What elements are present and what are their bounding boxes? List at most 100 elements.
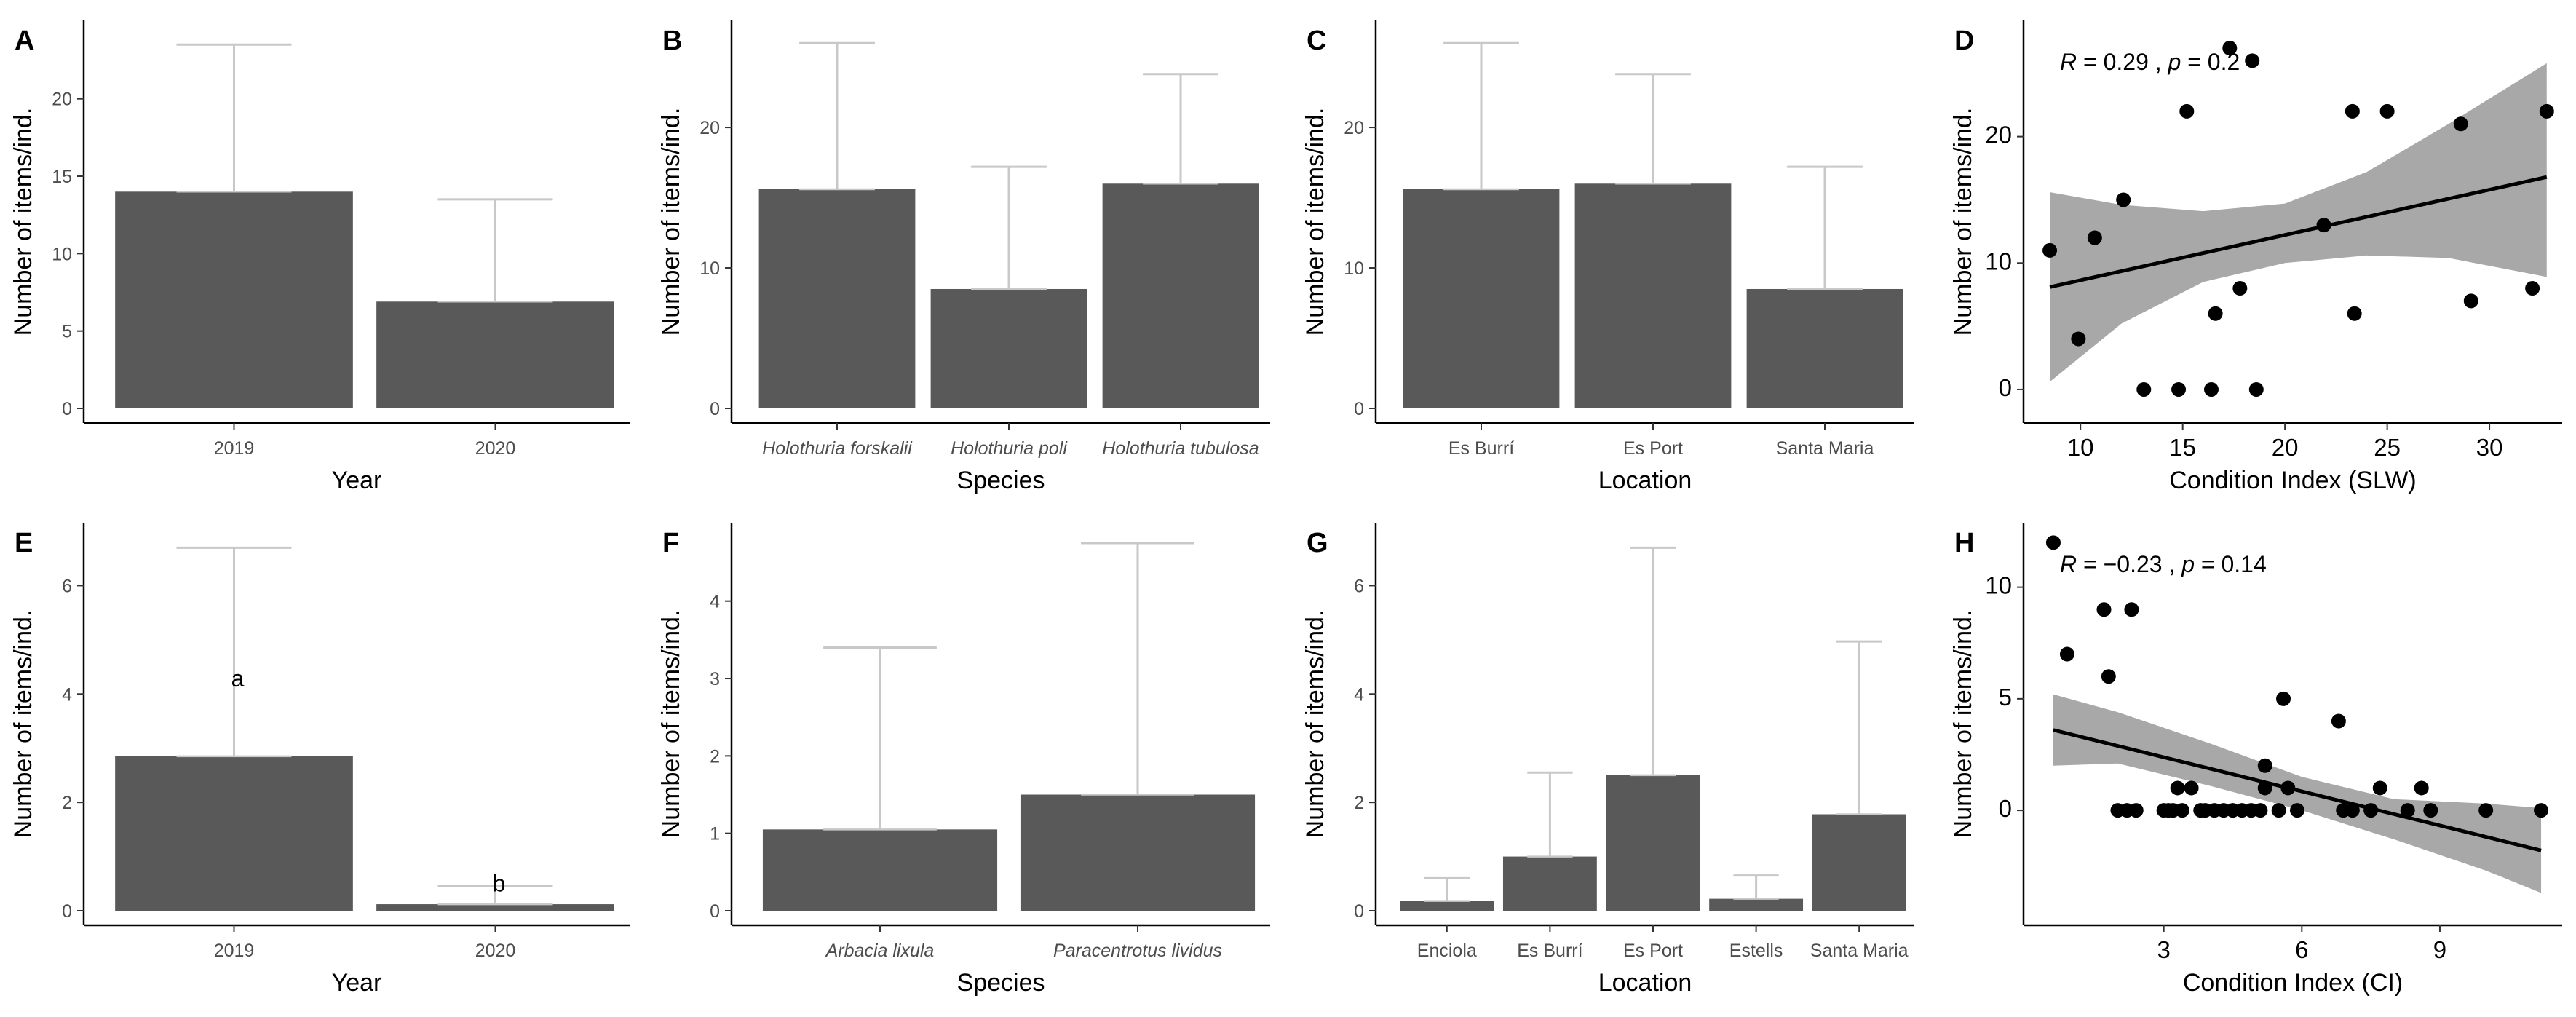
y-tick-label: 20 — [700, 118, 720, 138]
y-axis-title: Number of items/ind. — [657, 610, 685, 839]
bar — [1746, 288, 1903, 408]
data-point — [2463, 293, 2478, 309]
panel-label: H — [1954, 528, 1974, 558]
x-axis-title: Year — [332, 969, 382, 997]
x-axis-title: Species — [957, 467, 1045, 494]
y-axis-title: Number of items/ind. — [657, 108, 685, 336]
data-point — [2096, 602, 2112, 617]
annotation-part: R — [2060, 49, 2077, 75]
x-tick-label: Es Port — [1623, 438, 1683, 459]
data-point — [2174, 803, 2189, 818]
data-point — [2232, 281, 2248, 296]
panel-label: E — [15, 528, 33, 558]
bar — [376, 904, 614, 911]
data-point — [2222, 41, 2238, 56]
y-tick-label: 4 — [1354, 684, 1364, 705]
y-tick-label: 0 — [710, 901, 720, 922]
y-tick-label: 20 — [1344, 118, 1364, 138]
y-axis-title: Number of items/ind. — [9, 610, 37, 839]
y-tick-label: 0 — [1354, 901, 1364, 922]
x-axis-title: Condition Index (SLW) — [2169, 467, 2417, 494]
annotation-part: p — [2168, 49, 2181, 75]
y-tick-label: 2 — [1354, 793, 1364, 813]
x-tick-label: Es Burrí — [1448, 438, 1514, 459]
x-axis-title: Year — [332, 467, 382, 494]
bar — [1102, 183, 1259, 408]
panel-label: A — [15, 25, 34, 56]
data-point — [2124, 602, 2139, 617]
x-tick-label: 20 — [2272, 434, 2299, 461]
bar — [762, 829, 998, 911]
panel-c: C 0 10 20 Number of items/ind. Location Es Bur… — [1301, 20, 1914, 494]
data-point — [2257, 758, 2272, 773]
y-tick-label: 15 — [52, 167, 72, 187]
y-tick-label: 5 — [1999, 684, 2012, 711]
panel-g: G 0 2 4 6 Number of items/ind. Location Enciola… — [1301, 523, 1914, 997]
panel-label: F — [662, 528, 679, 558]
confidence-band — [2050, 63, 2547, 382]
data-point — [2170, 780, 2185, 796]
panel-f: F 0 1 2 3 4 Number of items/ind. Species Arbacia… — [657, 523, 1270, 997]
y-tick-label: 6 — [1354, 576, 1364, 596]
data-point — [2071, 331, 2086, 347]
y-tick-label: 10 — [1985, 572, 2012, 599]
x-tick-label: Santa Maria — [1776, 438, 1874, 459]
x-tick-label: 2019 — [214, 438, 255, 459]
y-axis-title: Number of items/ind. — [1301, 108, 1329, 336]
bar — [1574, 183, 1732, 408]
bar — [1400, 901, 1494, 911]
x-tick-label: 2019 — [214, 941, 255, 961]
panel-a: A 0 5 10 15 20 Number of items/ind. Year 2019 202… — [9, 20, 630, 494]
data-point — [2276, 691, 2291, 706]
data-point — [2101, 669, 2116, 684]
bar — [1709, 898, 1804, 911]
bar — [1502, 856, 1597, 911]
data-point — [2525, 281, 2540, 296]
y-tick-label: 1 — [710, 824, 720, 844]
x-tick-label: Estells — [1729, 941, 1783, 961]
y-axis-title: Number of items/ind. — [1301, 610, 1329, 839]
y-tick-label: 20 — [52, 90, 72, 110]
regression-line — [2053, 728, 2542, 852]
bar — [1403, 189, 1560, 408]
x-tick-label: 3 — [2157, 936, 2170, 963]
x-tick-label: Enciola — [1417, 941, 1477, 961]
panel-label: D — [1954, 25, 1974, 56]
data-point — [2136, 381, 2152, 397]
data-point — [2208, 306, 2223, 321]
x-tick-label: 2020 — [475, 941, 516, 961]
data-point — [2253, 803, 2268, 818]
x-tick-label: Holothuria tubulosa — [1102, 438, 1259, 459]
x-axis-title: Species — [957, 969, 1045, 997]
data-point — [2453, 116, 2468, 132]
y-tick-label: 10 — [52, 244, 72, 264]
bar — [115, 191, 353, 408]
annotation-part: = −0.23 , — [2077, 551, 2181, 577]
bar — [376, 301, 614, 408]
correlation-annotation: R = −0.23 , p = 0.14 — [2060, 551, 2267, 577]
panel-label: G — [1307, 528, 1328, 558]
x-tick-label: Arbacia lixula — [825, 941, 935, 961]
bar — [930, 288, 1087, 408]
data-point — [2363, 803, 2379, 818]
data-point — [2534, 803, 2549, 818]
x-tick-label: 2020 — [475, 438, 516, 459]
x-axis-title: Location — [1598, 969, 1692, 997]
x-tick-label: 15 — [2169, 434, 2196, 461]
y-tick-label: 0 — [1354, 399, 1364, 419]
bar — [1606, 775, 1700, 911]
data-point — [2280, 780, 2296, 796]
data-point — [2379, 103, 2395, 119]
y-tick-label: 0 — [62, 901, 72, 922]
y-tick-label: 0 — [62, 399, 72, 419]
data-point — [2116, 192, 2131, 207]
panel-h: H 0 5 10 Number of items/ind. Condition Index… — [1949, 523, 2562, 997]
annotation-part: = 0.2 — [2181, 49, 2240, 75]
x-tick-label: 6 — [2295, 936, 2308, 963]
data-point — [2345, 803, 2360, 818]
data-point — [2179, 103, 2195, 119]
x-tick-label: 25 — [2374, 434, 2401, 461]
x-axis-title: Location — [1598, 467, 1692, 494]
data-point — [2184, 780, 2199, 796]
